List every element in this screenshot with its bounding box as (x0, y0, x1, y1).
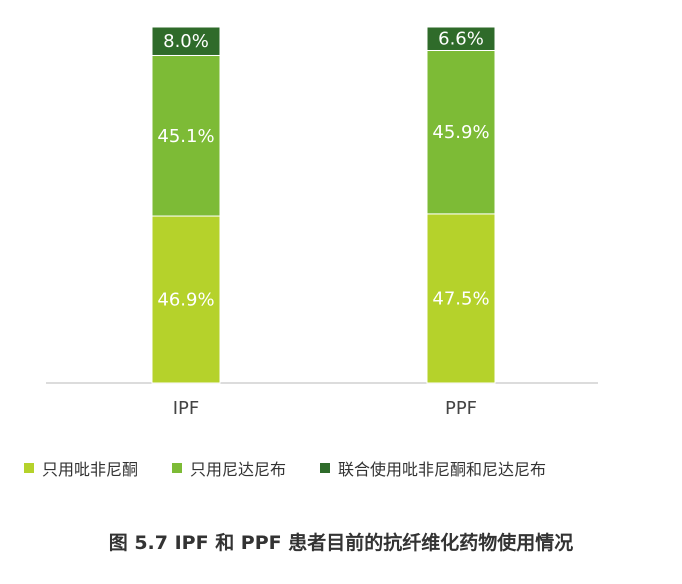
bar-segment-ipf-0 (151, 215, 221, 384)
data-label-ppf-1: 45.9% (432, 122, 489, 143)
data-label-ipf-0: 46.9% (157, 290, 214, 311)
data-label-ppf-0: 47.5% (432, 288, 489, 309)
data-label-ipf-1: 45.1% (157, 126, 214, 147)
x-tick-label-ppf: PPF (445, 398, 477, 419)
legend: 只用吡非尼酮 只用尼达尼布 联合使用吡非尼酮和尼达尼布 (24, 456, 580, 480)
bar-segment-ppf-1 (426, 49, 496, 215)
bar-segment-ppf-0 (426, 213, 496, 384)
legend-swatch (172, 463, 183, 473)
bar-segment-ppf-2 (426, 26, 496, 51)
figure-caption: 图 5.7 IPF 和 PPF 患者目前的抗纤维化药物使用情况 (108, 532, 574, 554)
data-label-ipf-2: 8.0% (163, 31, 209, 52)
legend-label: 联合使用吡非尼酮和尼达尼布 (338, 460, 547, 479)
stacked-bar-chart: 46.9% 45.1% 8.0% 47.5% 45.9% 6.6% IPF PPF (46, 26, 598, 419)
x-tick-labels: IPF PPF (173, 398, 477, 419)
bar-segment-ipf-2 (151, 26, 221, 56)
legend-item-pirfenidone-only: 只用吡非尼酮 (24, 456, 138, 480)
legend-label: 只用尼达尼布 (190, 460, 287, 479)
bars-group: 46.9% 45.1% 8.0% 47.5% 45.9% 6.6% (151, 26, 496, 384)
x-tick-label-ipf: IPF (173, 398, 200, 419)
legend-item-combination: 联合使用吡非尼酮和尼达尼布 (320, 456, 546, 480)
legend-label: 只用吡非尼酮 (42, 460, 139, 479)
legend-swatch (24, 463, 34, 473)
legend-swatch (320, 463, 331, 473)
legend-item-nintedanib-only: 只用尼达尼布 (172, 456, 286, 480)
data-label-ppf-2: 6.6% (438, 29, 484, 50)
bar-segment-ipf-1 (151, 54, 221, 217)
